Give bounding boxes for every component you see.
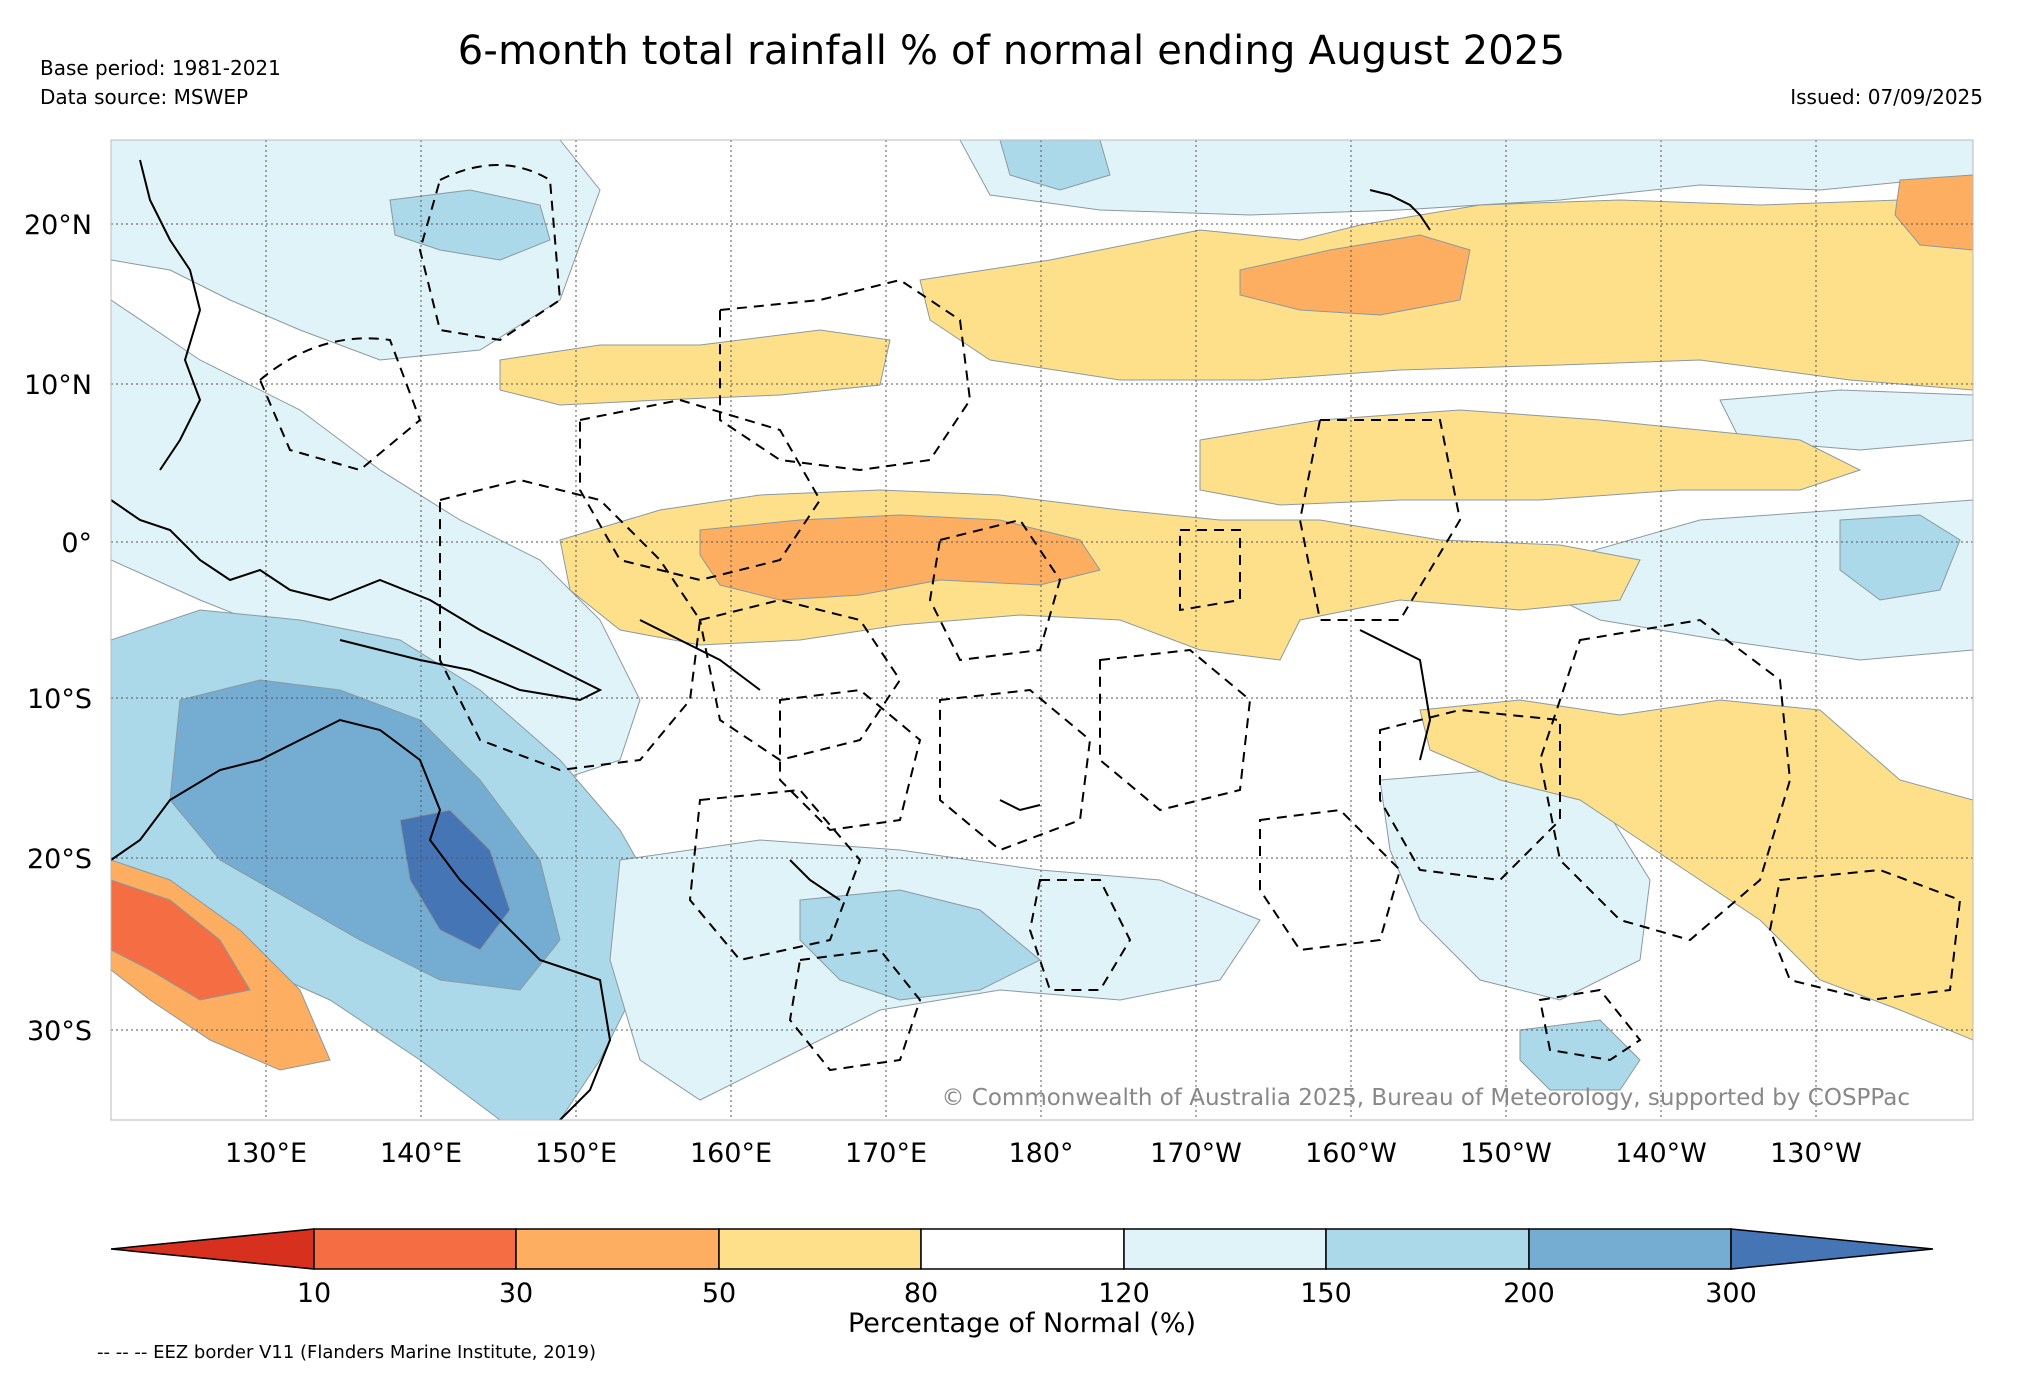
dry-region-south-east: [1419, 699, 1973, 1041]
base-period-label: Base period: 1981-2021: [40, 56, 281, 80]
coastline-fiji: [999, 799, 1041, 812]
colorbar-tick-label: 30: [499, 1278, 533, 1309]
colorbar-segment-200-300: [1528, 1228, 1732, 1270]
eez-border-solomons: [698, 598, 902, 762]
colorbar-tick-label: 80: [904, 1278, 938, 1309]
colorbar-tick-label: 150: [1300, 1278, 1352, 1309]
colorbar-segment-below-10: [110, 1228, 315, 1270]
wet-region-pacific-north-core: [999, 140, 1111, 191]
eez-borders: [258, 164, 1962, 1072]
colorbar-segment-150-200: [1325, 1228, 1530, 1270]
wet-anomaly-regions: [111, 140, 1973, 1120]
eez-border-tuvalu: [928, 518, 1062, 662]
colorbar: [110, 1228, 1934, 1270]
lat-tick-label: 20°S: [27, 844, 92, 875]
lat-tick-label: 10°N: [24, 370, 92, 401]
eez-border-nauru-kiribati: [579, 398, 822, 582]
map-field: © Commonwealth of Australia 2025, Bureau…: [111, 140, 1973, 1120]
eez-border-fiji: [939, 688, 1092, 852]
lon-tick-label: 140°W: [1615, 1138, 1707, 1169]
copyright-text: © Commonwealth of Australia 2025, Bureau…: [941, 1085, 1910, 1111]
wet-region-pacific-north: [959, 140, 1973, 216]
coastline-dateline: [1359, 629, 1432, 761]
eez-border-kermadec: [1028, 879, 1132, 991]
wet-region-east-equatorial-core: [1839, 514, 1961, 601]
lon-tick-label: 130°W: [1770, 1138, 1862, 1169]
colorbar-tick-label: 120: [1098, 1278, 1150, 1309]
lat-tick-label: 30°S: [27, 1016, 92, 1047]
colorbar-tick-label: 50: [702, 1278, 736, 1309]
lon-tick-label: 150°E: [535, 1138, 617, 1169]
lon-tick-label: 170°W: [1150, 1138, 1242, 1169]
colorbar-segment-30-50: [515, 1228, 720, 1270]
coastline-solomons: [639, 619, 761, 691]
eez-border-kiribati-east: [1298, 419, 1462, 621]
lat-tick-label: 10°S: [27, 684, 92, 715]
dry-region-australia-south-core: [111, 879, 251, 1001]
coastline-new-caledonia: [789, 859, 841, 901]
eez-border-norfolk: [788, 948, 922, 1072]
coastline-hawaii: [1369, 189, 1431, 231]
issued-date-label: Issued: 07/09/2025: [1790, 85, 1983, 109]
colorbar-segment-120-150: [1123, 1228, 1327, 1270]
map-frame: [110, 139, 1974, 1121]
eez-border-tokelau: [1538, 988, 1642, 1062]
lon-tick-label: 170°E: [845, 1138, 927, 1169]
lon-tick-label: 160°E: [690, 1138, 772, 1169]
lat-tick-label: 0°: [61, 528, 92, 559]
dry-region-north-pacific-east-core: [1894, 174, 1973, 251]
coastline-borneo-indonesia: [111, 499, 331, 601]
colorbar-segment-10-30: [313, 1228, 517, 1270]
lon-tick-label: 130°E: [225, 1138, 307, 1169]
eez-border-png: [439, 478, 702, 772]
eez-border-pitcairn: [1768, 868, 1962, 1002]
dry-region-central-north: [1199, 409, 1862, 506]
colorbar-tick-label: 200: [1503, 1278, 1555, 1309]
data-source-label: Data source: MSWEP: [40, 85, 249, 109]
eez-border-vanuatu: [779, 688, 922, 832]
eez-border-new-caledonia: [688, 788, 862, 962]
eez-border-marshall: [719, 278, 972, 472]
dry-region-north-pacific-core: [1239, 234, 1471, 316]
colorbar-segment-80-120: [920, 1228, 1125, 1270]
map-title: 6-month total rainfall % of normal endin…: [457, 28, 1566, 74]
lat-tick-label: 20°N: [24, 210, 92, 241]
eez-border-cook: [1379, 708, 1561, 882]
dry-region-equatorial-core: [699, 514, 1101, 601]
lon-tick-label: 160°W: [1305, 1138, 1397, 1169]
dry-anomaly-regions: [111, 174, 1973, 1071]
latitude-ticks: 20°N 10°N 0° 10°S 20°S 30°S: [24, 210, 92, 1047]
coastline-australia: [111, 718, 612, 1120]
eez-legend-note: -- -- -- EEZ border V11 (Flanders Marine…: [97, 1342, 597, 1363]
colorbar-ticks: 10 30 50 80 120 150 200 300 Percentage o…: [297, 1278, 1757, 1339]
wet-region-coral-sea-core: [799, 889, 1041, 1001]
colorbar-segment-50-80: [718, 1228, 922, 1270]
eez-border-kiribati-central: [1179, 529, 1241, 612]
colorbar-segment-above-300: [1730, 1228, 1934, 1270]
eez-border-tonga-samoa: [1099, 648, 1252, 812]
colorbar-tick-label: 300: [1705, 1278, 1757, 1309]
longitude-ticks: 130°E 140°E 150°E 160°E 170°E 180° 170°W…: [225, 1138, 1862, 1169]
lon-tick-label: 150°W: [1460, 1138, 1552, 1169]
wet-region-australia-extreme: [399, 809, 511, 951]
lon-tick-label: 140°E: [380, 1138, 462, 1169]
dry-region-north-west: [499, 329, 891, 406]
coastline-new-guinea: [329, 578, 603, 702]
wet-region-north-west-core: [389, 189, 551, 261]
colorbar-axis-label: Percentage of Normal (%): [848, 1308, 1196, 1339]
eez-border-french-polynesia: [1538, 618, 1792, 942]
coastlines: [111, 159, 1432, 1120]
eez-border-palau: [258, 337, 422, 472]
eez-border-micronesia: [418, 164, 562, 342]
colorbar-tick-label: 10: [297, 1278, 331, 1309]
eez-border-niue: [1259, 808, 1402, 952]
coastline-philippines: [139, 159, 202, 471]
lon-tick-label: 180°: [1008, 1138, 1073, 1169]
